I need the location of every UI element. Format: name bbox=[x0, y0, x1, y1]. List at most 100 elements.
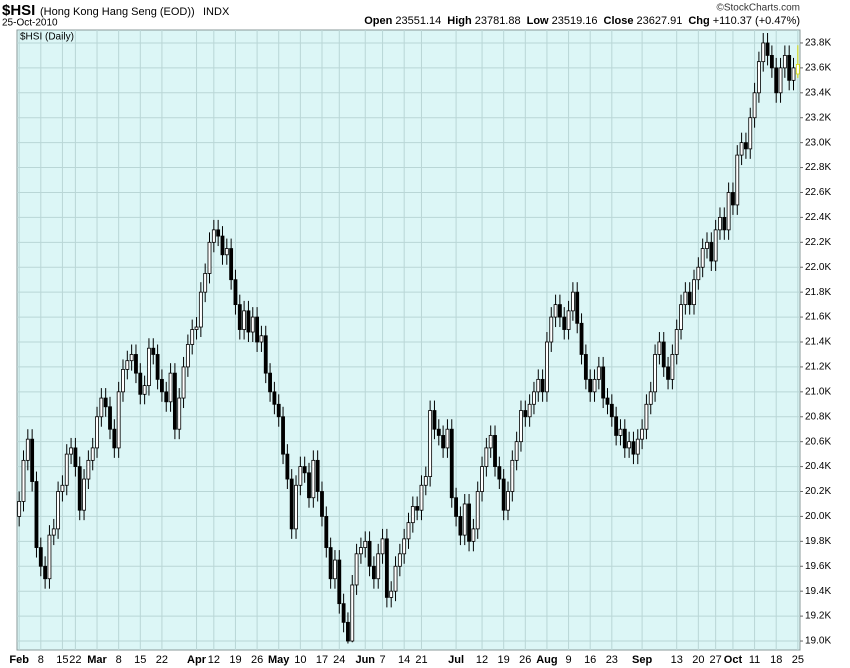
candle-body bbox=[237, 304, 242, 330]
x-tick-label: 12 bbox=[208, 654, 220, 666]
candle-body bbox=[21, 459, 26, 502]
x-tick-label: 17 bbox=[316, 654, 328, 666]
quote-value: 23519.16 bbox=[551, 15, 598, 27]
y-tick-label: 21.6K bbox=[805, 312, 831, 323]
candle-body bbox=[545, 341, 549, 393]
x-tick-label: 12 bbox=[476, 654, 488, 666]
candle-body bbox=[77, 466, 82, 511]
x-tick-label: 13 bbox=[671, 654, 683, 666]
chart-date: 25-Oct-2010 bbox=[2, 18, 58, 29]
candle-body bbox=[397, 553, 402, 567]
quote-value: 23627.91 bbox=[636, 15, 683, 27]
candle-body bbox=[575, 291, 580, 324]
y-tick-label: 23.4K bbox=[805, 87, 831, 98]
candle-body bbox=[752, 92, 757, 119]
candle-body bbox=[769, 55, 774, 69]
candle-body bbox=[609, 403, 614, 418]
x-tick-label: 15 bbox=[56, 654, 68, 666]
x-tick-label: 7 bbox=[379, 654, 385, 666]
candle-body bbox=[523, 410, 528, 418]
x-tick-label: 19 bbox=[498, 654, 510, 666]
candle-body bbox=[661, 341, 666, 368]
candle-body bbox=[436, 428, 441, 436]
candle-body bbox=[389, 590, 394, 598]
x-tick-label: 21 bbox=[415, 654, 427, 666]
candle-body bbox=[56, 491, 61, 530]
candle-body bbox=[462, 503, 467, 536]
candle-body bbox=[350, 584, 355, 642]
candle-body bbox=[449, 428, 454, 499]
candle-body bbox=[211, 229, 216, 243]
quote-item: Chg +110.37 (+0.47%) bbox=[688, 15, 800, 27]
quote-label: High bbox=[447, 15, 472, 27]
candle-body bbox=[233, 279, 238, 306]
candle-body bbox=[519, 410, 523, 443]
candle-body bbox=[791, 67, 796, 81]
candle-body bbox=[454, 497, 458, 517]
chart-subtitle: (Hong Kong Hang Seng (EOD)) bbox=[40, 6, 195, 18]
candle-body bbox=[229, 248, 234, 281]
candle-body bbox=[172, 372, 177, 430]
candle-body bbox=[108, 406, 112, 430]
candle-body bbox=[311, 459, 316, 499]
candle-body bbox=[618, 428, 623, 436]
quote-label: Close bbox=[603, 15, 634, 27]
candle-body bbox=[164, 391, 169, 403]
candle-body bbox=[622, 428, 627, 449]
quote-label: Low bbox=[526, 15, 549, 27]
candle-body bbox=[168, 372, 173, 403]
candle-body bbox=[493, 435, 497, 467]
candle-body bbox=[294, 484, 298, 530]
candle-body bbox=[601, 366, 606, 399]
candle-body bbox=[112, 428, 117, 449]
candle-body bbox=[588, 378, 593, 393]
quote-value: +110.37 (+0.47%) bbox=[712, 15, 800, 27]
y-tick-label: 21.2K bbox=[805, 362, 831, 373]
x-tick-label: 10 bbox=[294, 654, 306, 666]
candle-body bbox=[393, 565, 398, 592]
candle-body bbox=[441, 435, 446, 449]
x-tick-label: Jul bbox=[448, 654, 464, 666]
candle-body bbox=[151, 347, 156, 355]
candle-body bbox=[566, 310, 571, 330]
quote-item: Low 23519.16 bbox=[527, 15, 598, 27]
x-tick-label: 24 bbox=[333, 654, 345, 666]
candle-body bbox=[346, 621, 350, 642]
x-tick-label: 27 bbox=[710, 654, 722, 666]
candle-body bbox=[198, 291, 203, 328]
y-tick-label: 19.0K bbox=[805, 636, 831, 647]
quote-value: 23551.14 bbox=[395, 15, 442, 27]
y-tick-label: 22.4K bbox=[805, 212, 831, 223]
y-tick-label: 22.2K bbox=[805, 237, 831, 248]
candle-body bbox=[341, 603, 346, 623]
candle-body bbox=[242, 310, 247, 330]
x-tick-label: 18 bbox=[770, 654, 782, 666]
y-tick-label: 20.6K bbox=[805, 436, 831, 447]
candle-body bbox=[570, 291, 575, 312]
candle-body bbox=[207, 241, 212, 274]
candle-body bbox=[298, 466, 303, 486]
candle-body bbox=[774, 67, 779, 94]
candle-body bbox=[203, 273, 208, 293]
source: ©StockCharts.com bbox=[716, 3, 800, 14]
candle-body bbox=[220, 235, 225, 256]
x-tick-label: Feb bbox=[9, 654, 29, 666]
candle-body bbox=[142, 385, 147, 395]
y-tick-label: 23.8K bbox=[805, 38, 831, 49]
x-tick-label: 25 bbox=[792, 654, 804, 666]
quote-item: High 23781.88 bbox=[447, 15, 520, 27]
candle-body bbox=[177, 397, 182, 430]
x-tick-label: 20 bbox=[692, 654, 704, 666]
candle-body bbox=[246, 310, 251, 333]
candle-body bbox=[705, 241, 709, 249]
candle-body bbox=[488, 435, 493, 449]
candle-body bbox=[700, 248, 705, 268]
y-tick-label: 23.0K bbox=[805, 137, 831, 148]
candle-body bbox=[692, 279, 696, 306]
x-tick-label: May bbox=[268, 654, 290, 666]
y-tick-label: 23.6K bbox=[805, 63, 831, 74]
candle-body bbox=[735, 154, 740, 206]
candle-body bbox=[190, 329, 195, 345]
candle-body bbox=[82, 478, 86, 511]
